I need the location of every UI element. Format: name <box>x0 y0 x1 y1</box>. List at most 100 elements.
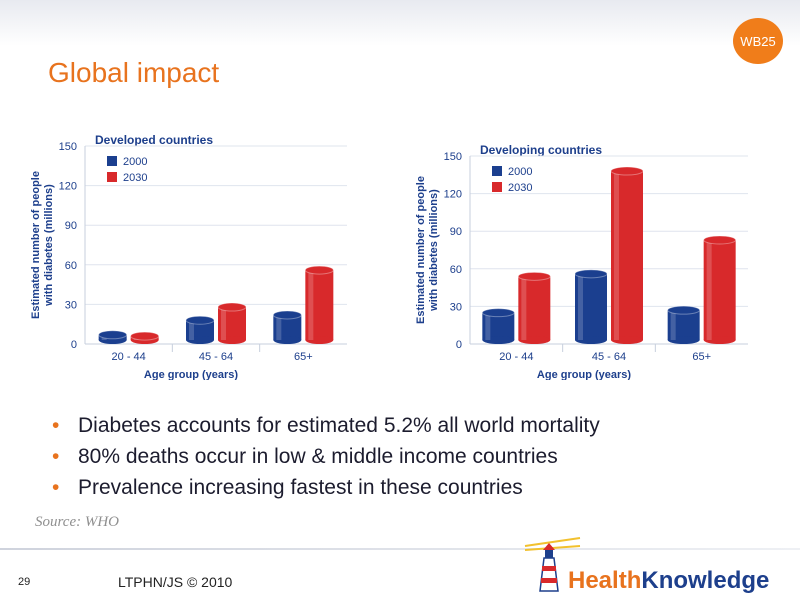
bar-2000-base <box>482 336 515 344</box>
y-tick-label: 30 <box>450 301 462 313</box>
bar-2000 <box>481 308 515 344</box>
y-tick-label: 0 <box>456 339 462 351</box>
developed-countries-chart: Developed countries 0 30 60 90 120 150 Estimate… <box>30 133 347 380</box>
x-tick-label: 45 - 64 <box>199 351 233 363</box>
legend-label: 2000 <box>123 156 147 168</box>
bar-2000-shine <box>670 310 676 340</box>
bar-2000-top <box>481 308 515 318</box>
bar-2030 <box>217 302 247 344</box>
bar-2000-body <box>575 273 607 340</box>
bar-2030-top <box>610 166 644 176</box>
footer-copyright: LTPHN/JS © 2010 <box>118 574 233 590</box>
bar-2030-shine <box>521 276 527 340</box>
bullet-list: • Diabetes accounts for estimated 5.2% al… <box>52 410 600 503</box>
developing-countries-chart: Developing countries 0 30 60 90 120 150 Estimat… <box>415 143 748 380</box>
footer-divider <box>0 548 800 550</box>
bar-2000-base <box>575 336 607 344</box>
bar-2030-top <box>130 331 160 341</box>
bullet-item: • Prevalence increasing fastest in these … <box>52 472 600 503</box>
bar-2030-top <box>703 235 737 245</box>
bar-2030-body <box>611 171 643 340</box>
bar-2000-top <box>272 310 302 320</box>
y-tick-label: 90 <box>65 220 77 232</box>
bar-2000-shine <box>485 312 491 340</box>
legend-swatch <box>492 166 502 176</box>
bar-2000-shine <box>189 320 194 340</box>
bar-2030-top <box>517 271 551 281</box>
legend-label: 2030 <box>123 172 147 184</box>
y-axis-label: Estimated number of peoplewith diabetes … <box>30 171 55 319</box>
bar-2030-body <box>218 307 246 340</box>
bar-2030-body <box>305 270 334 340</box>
legend-label: 2030 <box>508 182 532 194</box>
bar-2000 <box>574 269 608 344</box>
bar-2030 <box>304 265 334 344</box>
x-tick-label: 20 - 44 <box>499 351 533 363</box>
x-axis-label: Age group (years) <box>537 369 631 380</box>
bar-2030-shine <box>221 307 226 340</box>
bar-2000-top <box>574 269 608 279</box>
bar-2000 <box>272 310 302 344</box>
bar-2030-base <box>218 336 246 344</box>
health-knowledge-logo: HealthKnowledge <box>524 537 769 594</box>
lighthouse-icon <box>524 537 581 592</box>
bar-2030 <box>517 271 551 344</box>
bar-2000 <box>185 315 215 344</box>
source-note: Source: WHO <box>35 514 120 530</box>
y-tick-label: 120 <box>59 181 77 193</box>
bar-2000-body <box>186 320 214 340</box>
bullet-icon: • <box>52 445 60 468</box>
x-tick-label: 65+ <box>294 351 313 363</box>
legend-swatch <box>107 172 117 182</box>
y-tick-label: 60 <box>450 264 462 276</box>
x-tick-label: 20 - 44 <box>112 351 146 363</box>
chart-title: Developing countries <box>480 143 602 157</box>
bar-2000-body <box>667 310 700 340</box>
bar-2000 <box>667 305 701 344</box>
bar-2030-top <box>217 302 247 312</box>
bar-2030-base <box>611 336 643 344</box>
y-tick-label: 90 <box>450 226 462 238</box>
legend-swatch <box>492 182 502 192</box>
y-tick-label: 150 <box>59 141 77 153</box>
logo-text: HealthKnowledge <box>568 567 769 594</box>
bar-2000-top <box>667 305 701 315</box>
bar-2030-body <box>703 239 736 340</box>
header-band <box>0 0 800 46</box>
y-tick-label: 120 <box>444 189 462 201</box>
y-tick-label: 60 <box>65 260 77 272</box>
bar-2000-body <box>482 312 515 340</box>
x-tick-label: 65+ <box>692 351 711 363</box>
bullet-item: • Diabetes accounts for estimated 5.2% al… <box>52 410 600 441</box>
page-number: 29 <box>18 576 31 588</box>
slide-title: Global impact <box>48 57 220 88</box>
bar-2000-body <box>273 314 302 340</box>
legend-label: 2000 <box>508 166 532 178</box>
bar-2000-shine <box>276 314 282 340</box>
y-axis-label-line: Estimated number of people <box>415 176 427 324</box>
legend-swatch <box>107 156 117 166</box>
bar-2030 <box>703 235 737 344</box>
bar-2030-base <box>703 336 736 344</box>
y-axis-label-line: with diabetes (millions) <box>43 184 55 307</box>
bar-2000-base <box>667 336 700 344</box>
bar-2030-shine <box>308 270 314 340</box>
bar-2030 <box>130 331 160 344</box>
y-axis-label-line: with diabetes (millions) <box>428 189 440 312</box>
x-axis-label: Age group (years) <box>144 369 238 380</box>
bar-2000-base <box>273 336 302 344</box>
bar-2030-base <box>305 336 334 344</box>
chart-title: Developed countries <box>95 133 213 147</box>
bar-2030-top <box>304 265 334 275</box>
slide-badge: WB25 <box>733 18 783 64</box>
bar-2000-shine <box>578 273 583 340</box>
bar-2030-base <box>518 336 551 344</box>
bar-2030-body <box>518 276 551 340</box>
bar-2030-shine <box>706 239 712 340</box>
bar-2000-top <box>98 330 128 340</box>
y-tick-label: 0 <box>71 339 77 351</box>
bar-2000 <box>98 330 128 344</box>
bullet-icon: • <box>52 476 60 499</box>
x-tick-label: 45 - 64 <box>592 351 626 363</box>
bar-2000-top <box>185 315 215 325</box>
